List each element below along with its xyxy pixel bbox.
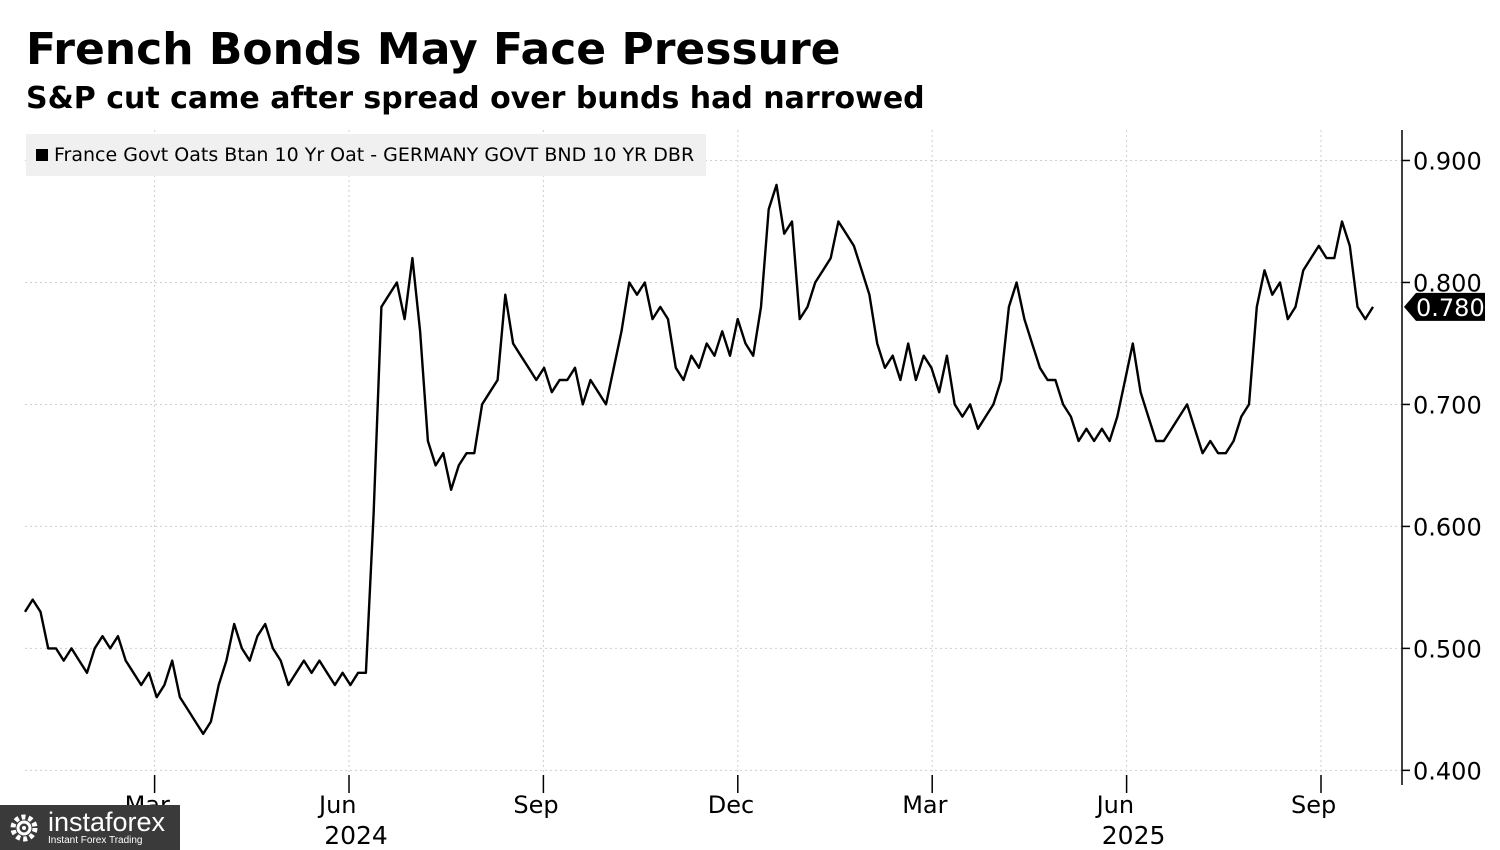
chart-subtitle: S&P cut came after spread over bunds had… [26, 81, 925, 116]
chart-title: French Bonds May Face Pressure [26, 24, 841, 75]
last-value-badge [1404, 292, 1485, 321]
legend-swatch [36, 149, 48, 161]
legend-label: France Govt Oats Btan 10 Yr Oat - GERMAN… [54, 144, 695, 166]
x-axis-ticks: MarJunSepDecMarJunSep20242025 [125, 775, 1336, 850]
grid-lines [25, 130, 1402, 785]
y-tick-label: 0.900 [1413, 147, 1482, 175]
x-tick-label: Jun [317, 791, 357, 819]
x-year-label: 2025 [1102, 821, 1166, 850]
gear-logo-icon [10, 814, 38, 841]
y-axis-ticks: 0.900 0.800 0.700 0.600 0.500 0.400 [1402, 147, 1482, 785]
y-tick-label: 0.500 [1413, 635, 1482, 663]
x-tick-label: Dec [708, 791, 754, 819]
legend: France Govt Oats Btan 10 Yr Oat - GERMAN… [26, 134, 707, 176]
x-tick-label: Jun [1095, 791, 1135, 819]
y-tick-label: 0.600 [1413, 513, 1482, 541]
x-tick-label: Mar [902, 791, 947, 819]
x-tick-label: Sep [1291, 791, 1336, 819]
x-tick-label: Sep [513, 791, 558, 819]
logo-tagline: Instant Forex Trading [48, 835, 143, 846]
y-tick-label: 0.700 [1413, 391, 1482, 419]
last-value-marker: 0.780 [1404, 292, 1485, 322]
logo-text: instaforex Instant Forex Trading [48, 809, 165, 846]
last-value-label: 0.780 [1416, 294, 1485, 322]
y-tick-label: 0.400 [1413, 757, 1482, 785]
series-line [23, 183, 1375, 735]
instaforex-logo: instaforex Instant Forex Trading [0, 805, 180, 850]
y-tick-label: 0.800 [1413, 269, 1482, 297]
logo-name: instaforex [48, 807, 166, 837]
x-year-label: 2024 [324, 821, 388, 850]
